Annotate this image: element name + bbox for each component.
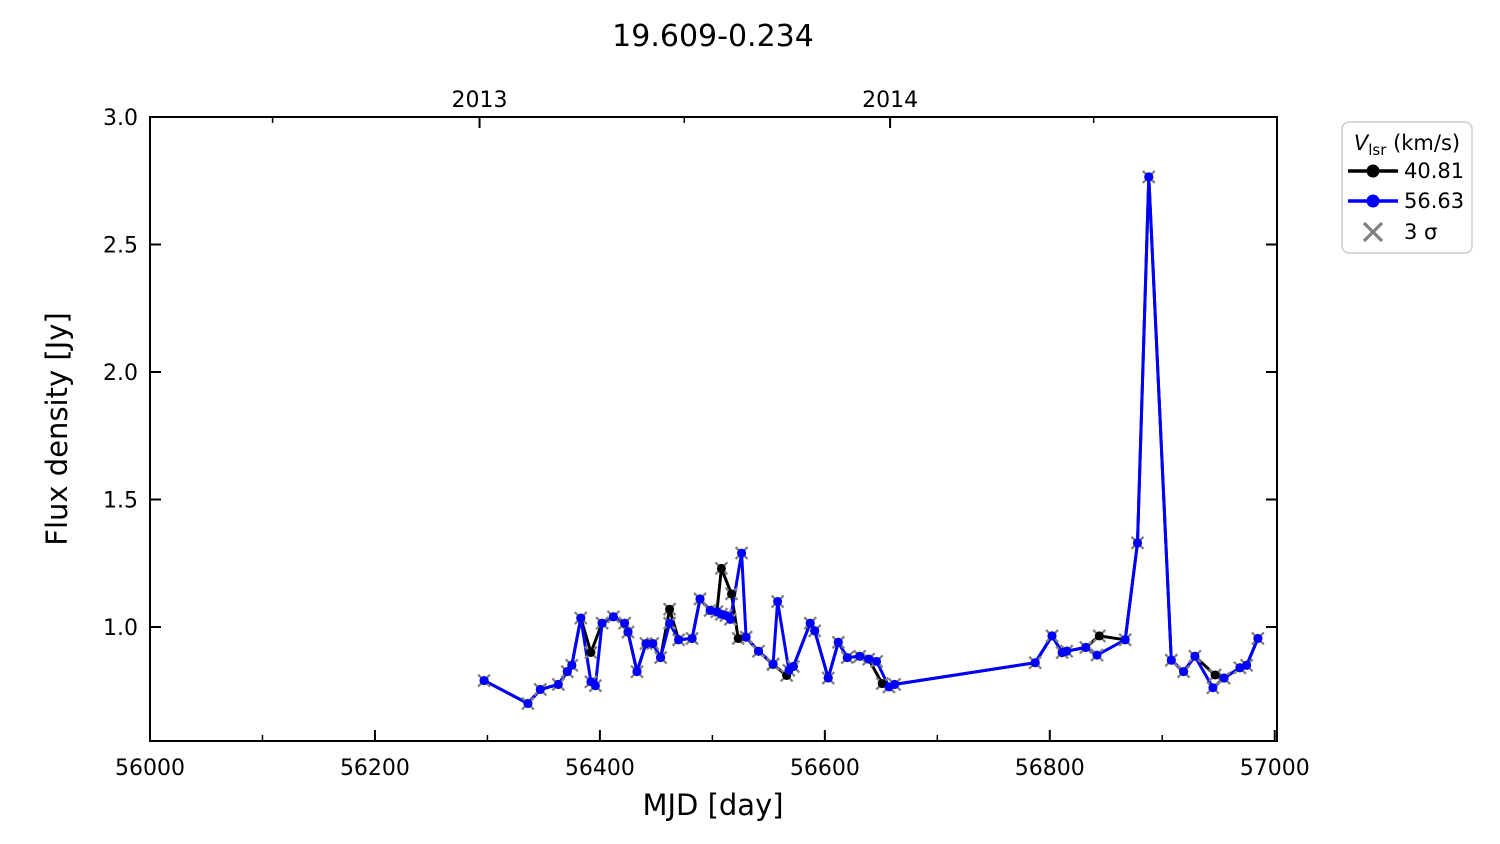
data-point-56.63 [608, 612, 618, 622]
data-point-56.63 [623, 627, 633, 637]
legend-entry-40.81: 40.81 [1348, 159, 1464, 183]
data-point-56.63 [656, 653, 666, 663]
legend-label-56.63: 56.63 [1404, 189, 1464, 213]
legend-entry-56.63: 56.63 [1348, 189, 1464, 213]
y-tick-label: 1.0 [103, 616, 138, 641]
data-point-56.63 [1208, 683, 1218, 693]
data-point-56.63 [1133, 538, 1142, 548]
x-tick-label: 57000 [1240, 756, 1310, 781]
legend-title: Vlsr (km/s) [1354, 131, 1460, 159]
data-point-56.63 [1092, 650, 1102, 660]
data-point-56.63 [1242, 660, 1252, 670]
data-point-56.63 [597, 618, 607, 628]
data-point-56.63 [641, 639, 651, 649]
data-point-56.63 [553, 679, 563, 689]
data-point-56.63 [737, 548, 747, 558]
plot-title: 19.609-0.234 [612, 19, 814, 54]
data-point-56.63 [855, 651, 865, 661]
plot-generated-content: 56000 56200 56400 56600 56800 57000 2013 2014 1.… [103, 88, 1310, 781]
data-point-56.63 [741, 632, 751, 642]
x-tick-label: 56400 [565, 756, 635, 781]
data-point-40.81 [586, 648, 596, 657]
data-point-56.63 [1166, 655, 1176, 665]
legend: Vlsr (km/s) 40.81 56.63 3 σ [1341, 121, 1473, 254]
data-point-56.63 [788, 662, 798, 671]
data-point-56.63 [1047, 631, 1057, 641]
data-point-56.63 [632, 667, 642, 677]
data-point-56.63 [1144, 172, 1154, 182]
data-point-56.63 [725, 614, 735, 624]
data-point-56.63 [620, 618, 630, 628]
data-point-56.63 [842, 653, 852, 663]
data-point-56.63 [773, 597, 783, 606]
data-point-56.63 [687, 634, 697, 643]
data-point-40.81 [716, 563, 726, 573]
data-point-40.81 [1094, 631, 1104, 641]
legend-label-3-sigma: 3 σ [1404, 220, 1437, 244]
legend-dot-sample-blue [1366, 194, 1380, 208]
data-point-56.63 [576, 613, 586, 623]
data-point-56.63 [479, 676, 489, 686]
y-tick-label: 2.5 [103, 234, 138, 259]
data-point-56.63 [833, 637, 843, 647]
y-tick-label: 3.0 [103, 106, 138, 131]
data-point-56.63 [1179, 667, 1189, 677]
data-point-56.63 [810, 626, 820, 636]
legend-entry-3-sigma: 3 σ [1362, 220, 1437, 244]
data-point-56.63 [705, 605, 715, 615]
data-point-56.63 [665, 618, 675, 628]
data-point-40.81 [1210, 670, 1220, 680]
data-point-56.63 [754, 646, 763, 656]
data-point-56.63 [890, 679, 900, 689]
data-point-40.81 [665, 604, 675, 614]
data-point-56.63 [864, 654, 874, 664]
data-point-56.63 [535, 685, 545, 694]
data-point-56.63 [1219, 673, 1229, 683]
legend-box [1341, 121, 1473, 254]
legend-label-40.81: 40.81 [1404, 159, 1464, 183]
data-point-56.63 [674, 635, 684, 645]
data-point-56.63 [1030, 658, 1040, 668]
x-tick-label: 56000 [115, 756, 185, 781]
data-point-40.81 [877, 679, 887, 689]
data-point-56.63 [523, 699, 533, 708]
data-point-56.63 [1120, 635, 1130, 645]
data-point-56.63 [695, 594, 705, 604]
data-point-40.81 [733, 634, 743, 643]
x-axis-label: MJD [day] [642, 788, 783, 822]
data-point-56.63 [648, 639, 658, 649]
data-point-56.63 [805, 618, 815, 628]
y-tick-label: 2.0 [103, 361, 138, 386]
data-point-56.63 [823, 673, 833, 683]
data-point-56.63 [1190, 651, 1200, 661]
data-point-56.63 [1253, 634, 1263, 643]
data-point-56.63 [562, 667, 572, 677]
x-tick-label: 56200 [340, 756, 410, 781]
legend-dot-sample-black [1366, 164, 1380, 178]
data-point-56.63 [1062, 646, 1072, 656]
year-tick-label: 2013 [452, 88, 508, 113]
x-tick-label: 56800 [1015, 756, 1085, 781]
x-tick-label: 56600 [790, 756, 860, 781]
y-axis-label: Flux density [Jy] [40, 312, 74, 545]
data-point-40.81 [727, 589, 736, 599]
legend-x-marker-sample [1362, 221, 1384, 243]
y-tick-label: 1.5 [103, 489, 138, 514]
data-point-56.63 [567, 660, 577, 670]
plot-frame [149, 116, 1278, 742]
data-point-56.63 [768, 659, 778, 669]
data-point-56.63 [872, 656, 882, 666]
year-tick-label: 2014 [862, 88, 918, 113]
data-point-56.63 [1081, 642, 1091, 652]
data-point-56.63 [590, 681, 600, 691]
